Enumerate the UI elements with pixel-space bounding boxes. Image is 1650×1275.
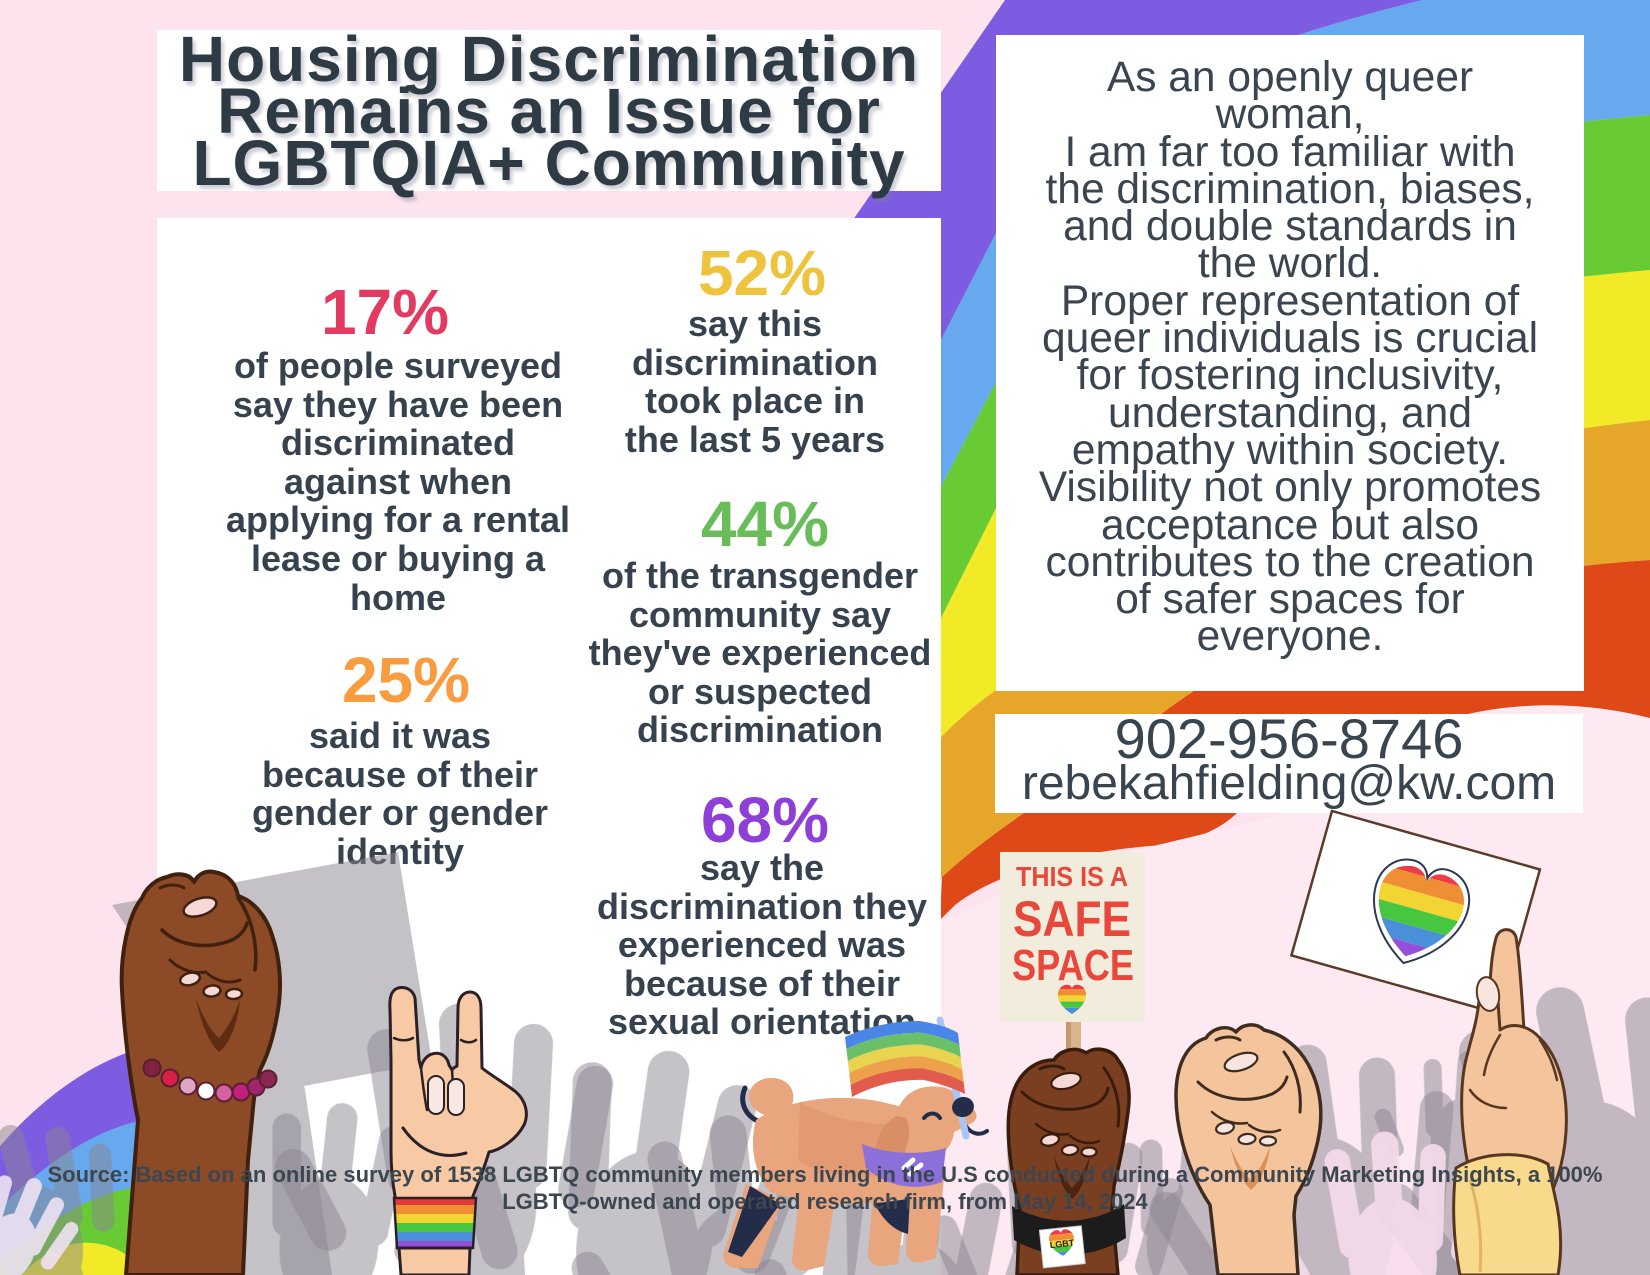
svg-text:SPACE: SPACE (1012, 941, 1134, 990)
svg-text:SAFE: SAFE (1013, 891, 1131, 947)
svg-text:THIS IS A: THIS IS A (1016, 861, 1128, 892)
svg-text:LGBT: LGBT (1049, 1238, 1075, 1251)
